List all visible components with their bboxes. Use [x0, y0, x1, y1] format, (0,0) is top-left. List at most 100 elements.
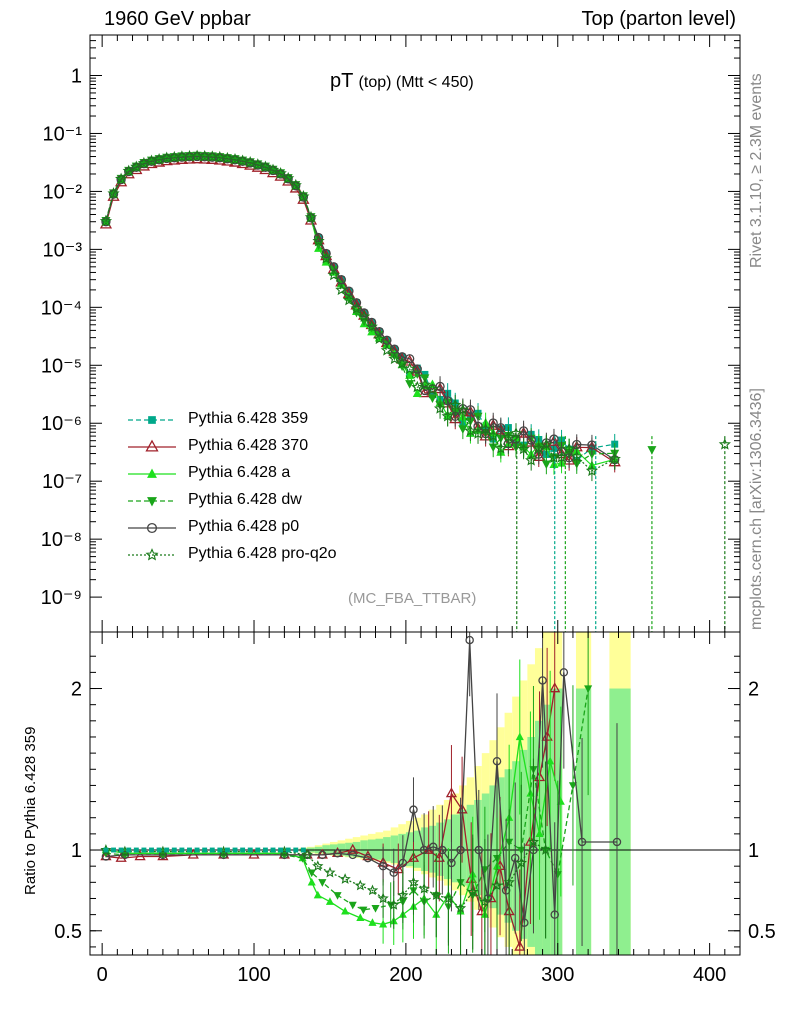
marker-pro-q2o: [373, 332, 386, 345]
marker-p0: [146, 522, 158, 534]
legend-swatch: [128, 468, 176, 478]
marker-dw: [568, 782, 577, 790]
band-inner: [443, 819, 452, 880]
marker-pro-q2o: [718, 438, 731, 450]
marker-pro-q2o: [354, 879, 366, 891]
marker-pro-q2o: [377, 892, 389, 904]
marker-p0: [577, 837, 587, 847]
marker-pro-q2o: [350, 302, 363, 314]
marker-pro-q2o: [228, 152, 242, 165]
marker-pro-q2o: [115, 172, 128, 185]
band-inner: [466, 804, 475, 891]
marker-pro-q2o: [122, 164, 135, 177]
marker-359: [278, 847, 284, 853]
marker-a: [515, 732, 524, 741]
marker-pro-q2o: [525, 453, 538, 466]
marker-359: [202, 847, 208, 853]
marker-p0: [321, 248, 331, 259]
marker-pro-q2o: [297, 190, 310, 202]
legend-item-p0: Pythia 6.428 p0: [126, 518, 386, 538]
marker-a: [368, 918, 377, 926]
plot-title: pT (top) (Mtt < 450): [330, 70, 474, 93]
marker-370: [145, 439, 159, 452]
marker-359: [194, 847, 200, 853]
band-inner: [489, 785, 498, 909]
marker-359: [209, 847, 215, 853]
y-tick-label: 10⁻⁵: [41, 355, 82, 377]
marker-pro-q2o: [259, 160, 272, 173]
marker-359: [141, 847, 147, 853]
marker-pro-q2o: [342, 293, 356, 306]
marker-p0: [306, 213, 316, 223]
marker-a: [379, 919, 388, 928]
y-tick-label: 10⁻⁸: [41, 529, 82, 551]
marker-pro-q2o: [570, 450, 583, 462]
marker-370: [445, 787, 458, 798]
x-tick-label: 300: [541, 964, 574, 986]
band-inner: [519, 749, 528, 939]
header-left: 1960 GeV ppbar: [104, 8, 251, 30]
main-panel: [99, 149, 731, 632]
marker-p0: [318, 850, 327, 860]
band-inner: [481, 793, 490, 902]
marker-359: [179, 847, 185, 853]
marker-p0: [108, 189, 119, 199]
marker-pro-q2o: [515, 856, 527, 868]
band-inner: [504, 769, 513, 923]
plot-title-sub: (top) (Mtt < 450): [358, 74, 474, 91]
marker-dw: [371, 905, 380, 913]
marker-pro-q2o: [358, 310, 371, 322]
marker-359: [148, 416, 156, 424]
marker-370: [347, 843, 359, 854]
marker-p0: [351, 298, 362, 308]
marker-p0: [268, 165, 278, 176]
marker-p0: [101, 852, 111, 861]
marker-a: [546, 756, 555, 765]
marker-pro-q2o: [441, 410, 454, 422]
marker-359: [232, 847, 238, 853]
band-inner: [367, 839, 376, 859]
marker-359: [293, 847, 299, 853]
marker-370: [248, 848, 260, 859]
marker-p0: [378, 861, 388, 871]
marker-dw: [389, 352, 399, 361]
marker-p0: [363, 853, 373, 863]
marker-a: [412, 388, 422, 398]
legend-swatch: [128, 548, 176, 561]
marker-p0: [280, 850, 289, 860]
marker-p0: [120, 850, 130, 860]
marker-dw: [359, 906, 368, 915]
marker-pro-q2o: [487, 429, 500, 442]
marker-359: [285, 847, 291, 853]
y-tick-label: 10⁻⁹: [41, 587, 82, 609]
marker-p0: [526, 435, 536, 445]
legend-label: Pythia 6.428 370: [188, 437, 309, 454]
legend-label: Pythia 6.428 pro-q2o: [188, 545, 337, 562]
marker-p0: [456, 845, 465, 855]
legend-swatch: [128, 497, 176, 507]
marker-p0: [447, 858, 456, 868]
main-frame: [89, 34, 741, 633]
marker-359: [111, 847, 116, 853]
y-tick-label: 10⁻⁷: [42, 471, 82, 493]
marker-pro-q2o: [466, 886, 479, 897]
ratio-series-359: [103, 847, 306, 853]
analysis-tag: (MC_FBA_TTBAR): [348, 590, 477, 607]
ratio-y-tick-label-right: 1: [748, 840, 759, 862]
marker-pro-q2o: [517, 442, 530, 455]
legend-label: Pythia 6.428 dw: [188, 491, 302, 508]
marker-p0: [116, 174, 126, 185]
marker-p0: [550, 910, 559, 919]
marker-pro-q2o: [397, 889, 409, 901]
marker-dw: [405, 380, 415, 389]
ratio-y-tick-label-right: 0.5: [748, 921, 776, 943]
marker-pro-q2o: [339, 873, 351, 884]
marker-pro-q2o: [304, 210, 318, 223]
plot-title-main: pT: [330, 70, 353, 92]
marker-p0: [549, 434, 559, 444]
marker-pro-q2o: [527, 836, 540, 847]
marker-pro-q2o: [426, 382, 439, 395]
marker-p0: [409, 805, 418, 814]
band-inner: [497, 777, 505, 915]
legend-swatch: [128, 522, 176, 534]
